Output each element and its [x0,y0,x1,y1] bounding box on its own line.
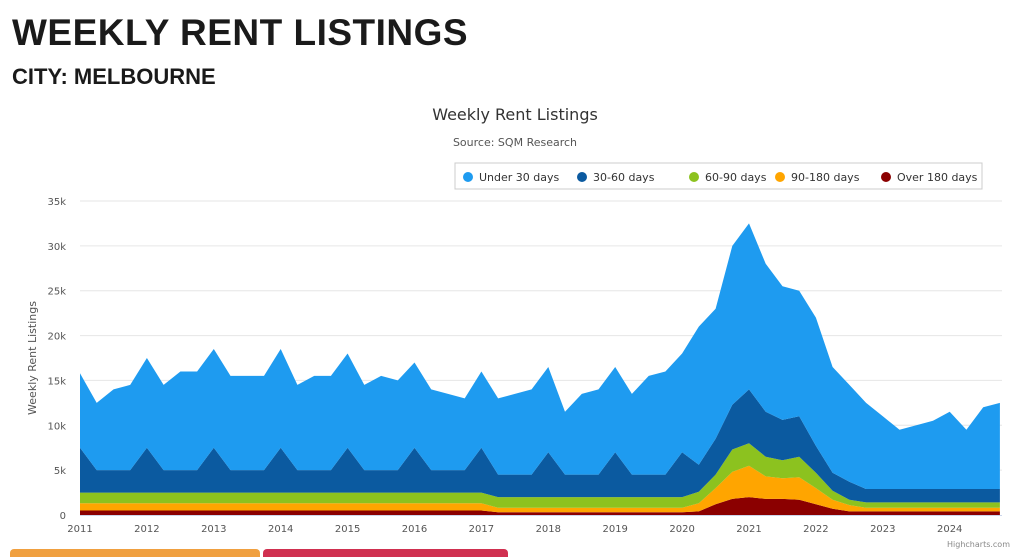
legend-label: 60-90 days [705,171,767,184]
area-30-60-days[interactable] [80,389,1000,503]
legend-label: 30-60 days [593,171,655,184]
city-subtitle: CITY: MELBOURNE [12,64,216,89]
legend-item[interactable]: 30-60 days [577,171,655,184]
chart-title: Weekly Rent Listings [432,105,598,124]
y-tick-label: 25k [47,287,66,298]
legend-marker-icon [577,172,587,182]
legend-item[interactable]: 90-180 days [775,171,860,184]
page-title: WEEKLY RENT LISTINGS [12,12,469,53]
area-over-180-days[interactable] [80,497,1000,515]
y-tick-label: 35k [47,197,66,208]
x-tick-label: 2016 [402,524,427,535]
y-tick-label: 20k [47,332,66,343]
x-tick-label: 2017 [469,524,494,535]
legend: Under 30 days 30-60 days 60-90 days 90-180 … [454,162,983,190]
credits[interactable]: Highcharts.com [947,540,1010,549]
x-tick-label: 2015 [335,524,360,535]
pink-tab[interactable] [263,549,508,557]
y-tick-label: 10k [47,421,66,432]
area-90-180-days[interactable] [80,465,1000,513]
x-tick-label: 2013 [201,524,226,535]
orange-tab[interactable] [10,549,260,557]
x-tick-label: 2019 [602,524,627,535]
legend-box [454,162,983,190]
x-tick-label: 2024 [937,524,962,535]
legend-marker-icon [775,172,785,182]
legend-marker-icon [689,172,699,182]
y-axis-label: Weekly Rent Listings [26,301,39,415]
x-tick-label: 2014 [268,524,293,535]
legend-label: Over 180 days [897,171,978,184]
x-tick-label: 2020 [669,524,694,535]
legend-item[interactable]: 60-90 days [689,171,767,184]
area-60-90-days[interactable] [80,443,1000,508]
legend-marker-icon [463,172,473,182]
area-under-30-days[interactable] [80,223,1000,489]
y-tick-label: 5k [54,466,66,477]
legend-marker-icon [881,172,891,182]
y-tick-label: 15k [47,376,66,387]
legend-label: Under 30 days [479,171,560,184]
legend-item[interactable]: Under 30 days [463,171,560,184]
x-tick-label: 2022 [803,524,828,535]
x-tick-label: 2021 [736,524,761,535]
x-tick-label: 2023 [870,524,895,535]
x-tick-label: 2018 [536,524,561,535]
y-tick-label: 30k [47,242,66,253]
legend-label: 90-180 days [791,171,860,184]
x-tick-label: 2011 [67,524,92,535]
legend-item[interactable]: Over 180 days [881,171,978,184]
x-tick-label: 2012 [134,524,159,535]
y-tick-label: 0 [60,511,66,522]
chart-subtitle: Source: SQM Research [453,136,577,149]
